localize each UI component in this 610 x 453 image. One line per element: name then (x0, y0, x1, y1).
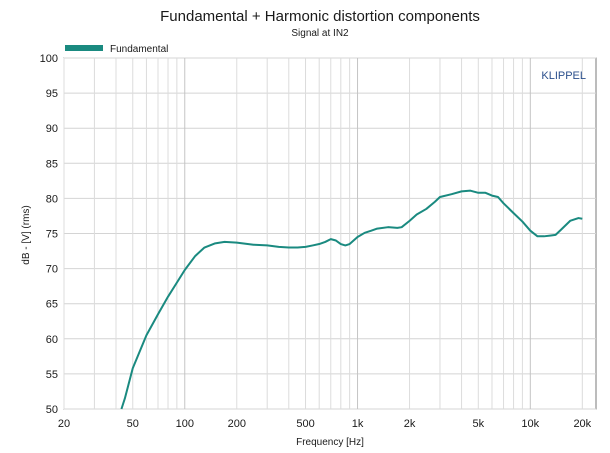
y-tick-label-95: 95 (46, 88, 58, 100)
x-tick-label-200: 200 (228, 418, 246, 430)
y-tick-label-70: 70 (46, 264, 58, 276)
series-line-fundamental (120, 189, 583, 410)
klippel-brand: KLIPPEL (541, 70, 586, 82)
y-tick-label-65: 65 (46, 299, 58, 311)
y-tick-label-80: 80 (46, 193, 58, 205)
x-tick-label-10k: 10k (521, 418, 539, 430)
x-tick-label-50: 50 (127, 418, 139, 430)
y-tick-label-75: 75 (46, 229, 58, 241)
chart-subtitle: Signal at IN2 (291, 28, 349, 39)
grid-lines (63, 57, 596, 410)
x-tick-label-500: 500 (296, 418, 314, 430)
x-tick-label-1k: 1k (352, 418, 364, 430)
x-axis-label: Frequency [Hz] (296, 437, 364, 448)
x-tick-label-20: 20 (58, 418, 70, 430)
y-tick-label-90: 90 (46, 123, 58, 135)
y-tick-label-85: 85 (46, 158, 58, 170)
y-tick-label-60: 60 (46, 334, 58, 346)
y-axis-label: dB - [V] (rms) (21, 205, 32, 264)
x-tick-label-20k: 20k (573, 418, 591, 430)
legend-label-fundamental: Fundamental (110, 44, 168, 55)
y-tick-label-100: 100 (40, 53, 58, 65)
y-tick-label-55: 55 (46, 369, 58, 381)
y-tick-label-50: 50 (46, 404, 58, 416)
series-layer (120, 189, 583, 410)
legend: Fundamental (65, 44, 168, 55)
x-tick-label-100: 100 (176, 418, 194, 430)
x-tick-label-2k: 2k (404, 418, 416, 430)
chart-title: Fundamental + Harmonic distortion compon… (160, 8, 480, 25)
x-tick-label-5k: 5k (472, 418, 484, 430)
legend-swatch-fundamental (65, 45, 103, 51)
